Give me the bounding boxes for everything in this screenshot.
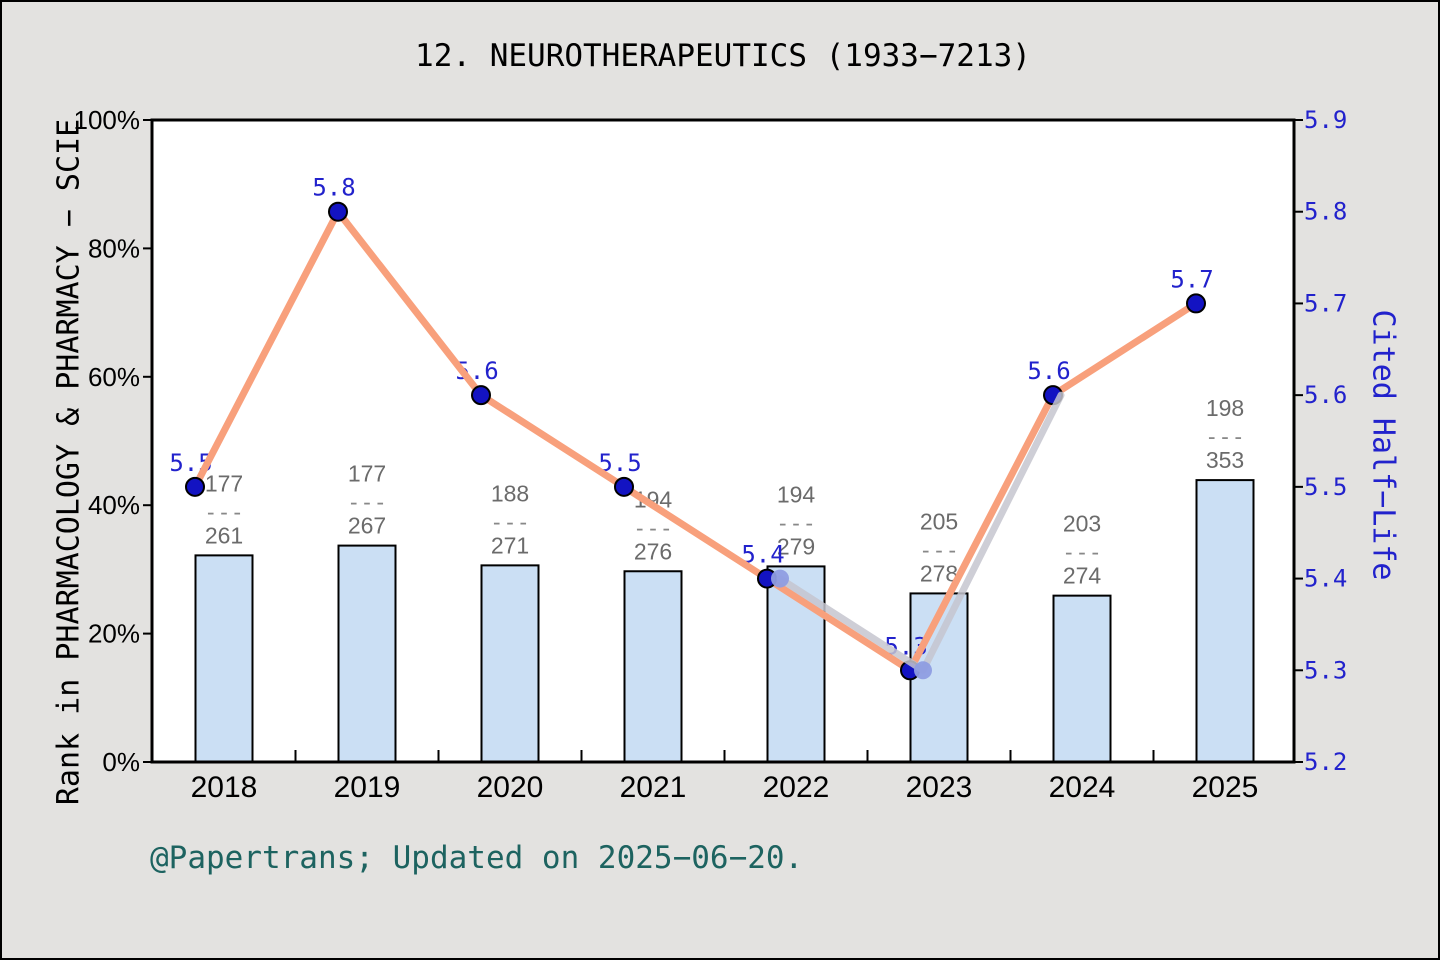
bar-2024 bbox=[1052, 594, 1112, 763]
bar-label-divider-2025: --- bbox=[1205, 425, 1245, 450]
plot-background bbox=[152, 120, 1294, 762]
bar-label-divider-2023: --- bbox=[919, 538, 959, 563]
bar-label-divider-2022: --- bbox=[776, 511, 816, 536]
right-tick-label: 5.5 bbox=[1304, 473, 1347, 501]
bar-label-denominator-2019: 267 bbox=[348, 513, 386, 539]
cited-half-life-line bbox=[191, 208, 1200, 674]
bar-label-denominator-2022: 279 bbox=[777, 533, 815, 559]
bar-label-divider-2020: --- bbox=[490, 510, 530, 535]
line-point-2021 bbox=[614, 476, 634, 497]
bar-label-denominator-2020: 271 bbox=[491, 532, 529, 558]
point-label-2024: 5.6 bbox=[1027, 357, 1070, 385]
line-point-2025 bbox=[1186, 293, 1206, 314]
left-tick-label: 40% bbox=[88, 490, 140, 520]
point-label-2025: 5.7 bbox=[1170, 265, 1213, 293]
point-label-2019: 5.8 bbox=[312, 174, 355, 202]
bar-label-divider-2018: --- bbox=[204, 500, 244, 525]
bar-2020 bbox=[480, 564, 540, 763]
x-tick-label-2022: 2022 bbox=[763, 771, 830, 804]
left-tick-label: 0% bbox=[102, 747, 140, 777]
plot-frame bbox=[150, 118, 1296, 764]
bar-label-denominator-2025: 353 bbox=[1206, 447, 1244, 473]
right-tick-label: 5.2 bbox=[1304, 748, 1347, 776]
bar-label-numerator-2022: 194 bbox=[777, 481, 816, 507]
line-point-2020 bbox=[471, 385, 491, 406]
bar-label-numerator-2024: 203 bbox=[1063, 511, 1101, 537]
bar-label-denominator-2024: 274 bbox=[1063, 563, 1102, 589]
left-tick-label: 60% bbox=[88, 362, 140, 392]
right-tick-label: 5.8 bbox=[1304, 198, 1347, 226]
right-tick-label: 5.9 bbox=[1304, 106, 1347, 134]
x-tick-label-2023: 2023 bbox=[906, 771, 973, 804]
line-point-2018 bbox=[185, 476, 205, 497]
x-tick-label-2019: 2019 bbox=[334, 771, 401, 804]
x-tick-label-2018: 2018 bbox=[191, 771, 258, 804]
right-tick-label: 5.6 bbox=[1304, 381, 1347, 409]
bar-label-divider-2024: --- bbox=[1062, 541, 1102, 566]
right-tick-label: 5.3 bbox=[1304, 656, 1347, 684]
shadow-point-2022 bbox=[771, 569, 789, 588]
bar-2025 bbox=[1195, 479, 1255, 763]
x-tick-label-2024: 2024 bbox=[1049, 771, 1116, 804]
left-tick-label: 100% bbox=[74, 105, 141, 135]
bar-2021 bbox=[623, 570, 683, 763]
x-tick-label-2020: 2020 bbox=[477, 771, 544, 804]
right-tick-label: 5.4 bbox=[1304, 565, 1347, 593]
bar-label-denominator-2023: 278 bbox=[920, 560, 958, 586]
bar-2019 bbox=[337, 544, 397, 764]
bar-label-numerator-2020: 188 bbox=[491, 480, 529, 506]
shadow-point-2023 bbox=[914, 661, 932, 680]
line-point-2019 bbox=[328, 201, 348, 222]
left-tick-label: 80% bbox=[88, 233, 140, 263]
chart-title: 12. NEUROTHERAPEUTICS (1933−7213) bbox=[415, 38, 1031, 74]
x-tick-label-2021: 2021 bbox=[620, 771, 687, 804]
bar-label-numerator-2025: 198 bbox=[1206, 395, 1244, 421]
footer-credit: @Papertrans; Updated on 2025−06−20. bbox=[150, 840, 804, 876]
left-tick-label: 20% bbox=[88, 619, 140, 649]
bar-label-numerator-2023: 205 bbox=[920, 508, 958, 534]
x-tick-label-2025: 2025 bbox=[1192, 771, 1259, 804]
bar-label-numerator-2019: 177 bbox=[348, 461, 386, 487]
bar-label-numerator-2018: 177 bbox=[205, 470, 243, 496]
right-tick-label: 5.7 bbox=[1304, 289, 1347, 317]
bar-label-denominator-2021: 276 bbox=[634, 538, 672, 564]
bar-2018 bbox=[194, 554, 254, 764]
bar-label-divider-2021: --- bbox=[633, 516, 673, 541]
bar-label-denominator-2018: 261 bbox=[205, 522, 243, 548]
bar-label-divider-2019: --- bbox=[347, 491, 387, 516]
